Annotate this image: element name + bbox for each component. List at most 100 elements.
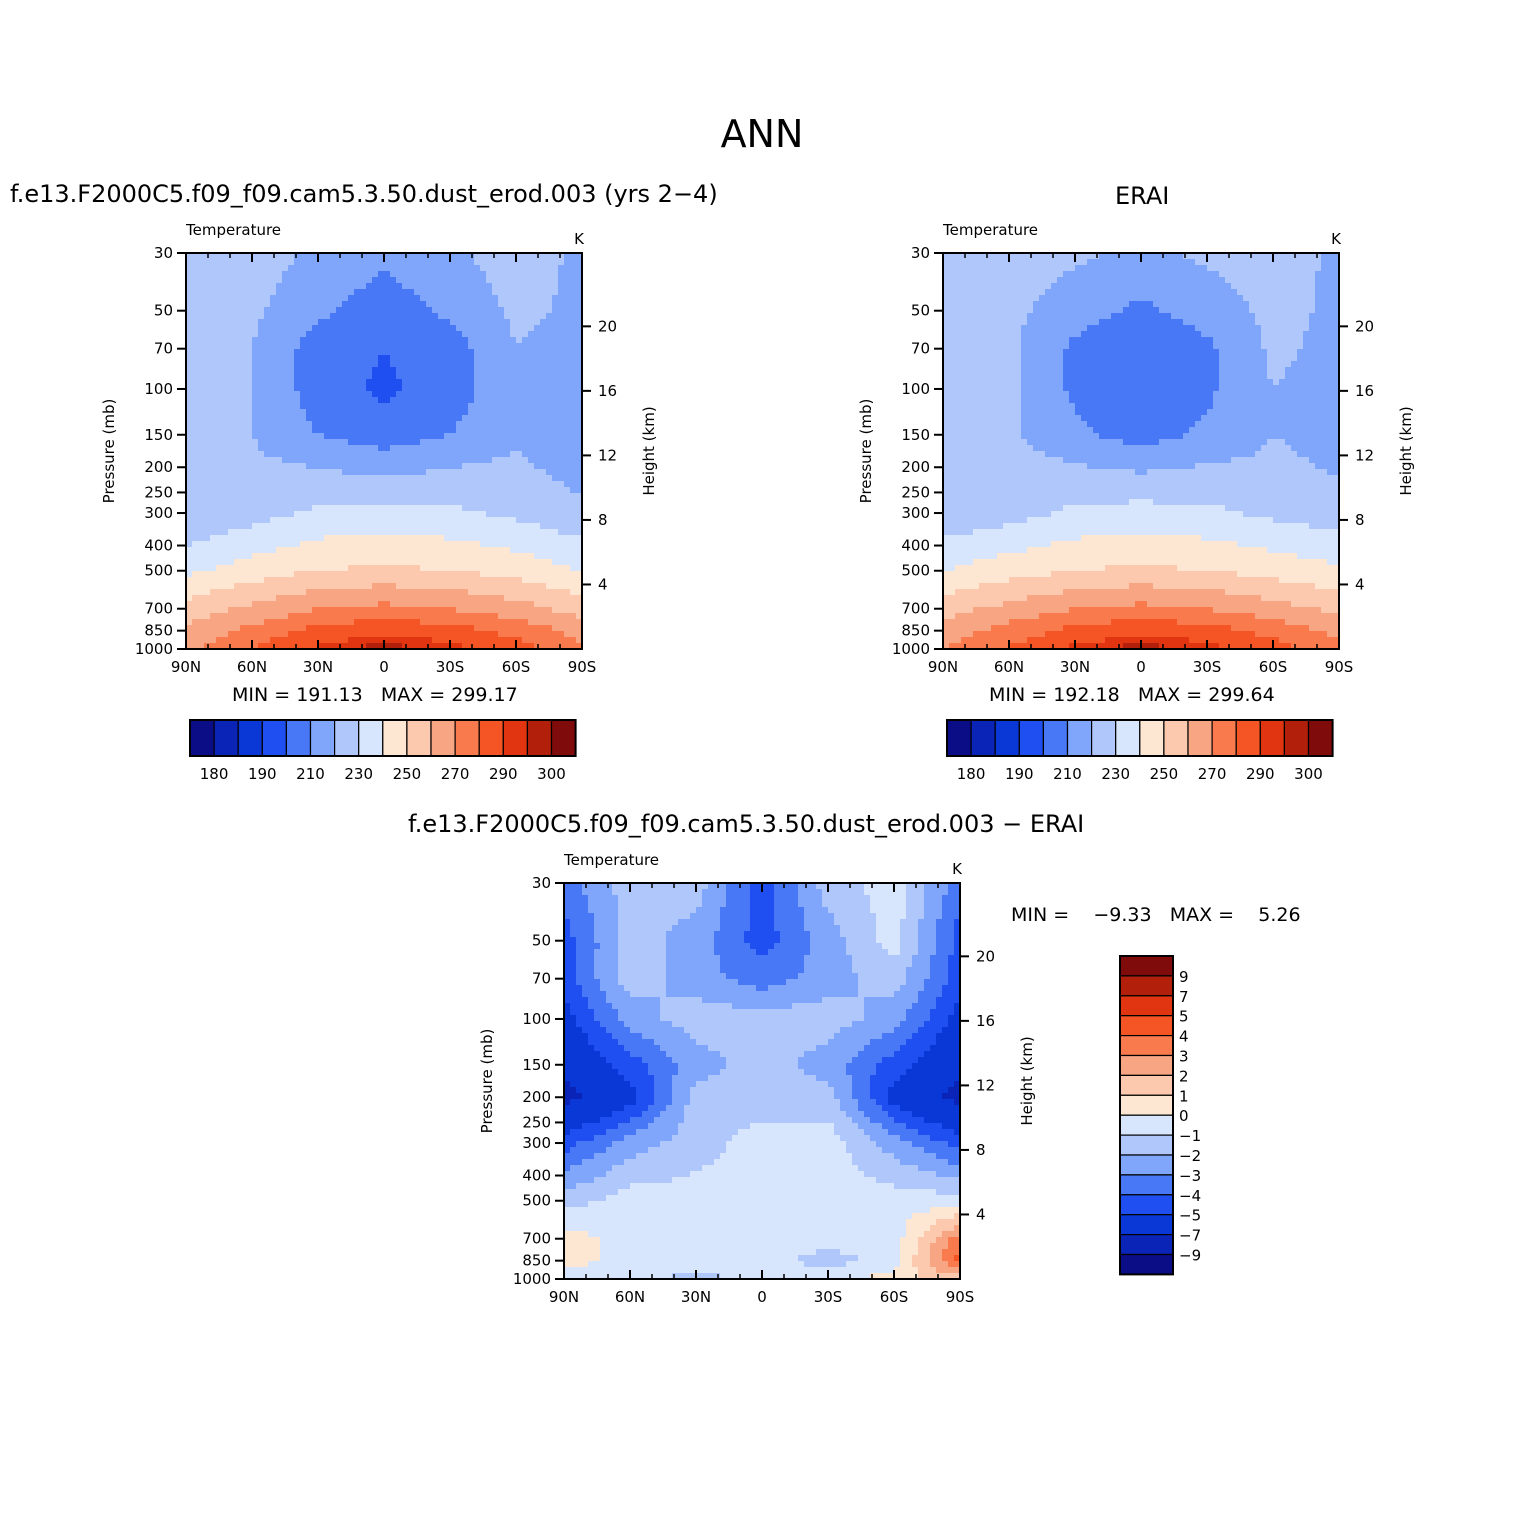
heatmap-cell — [402, 553, 409, 560]
heatmap-cell — [192, 289, 199, 296]
heatmap-cell — [498, 571, 505, 578]
heatmap-cell — [324, 511, 331, 518]
heatmap-cell — [426, 607, 433, 614]
heatmap-cell — [534, 475, 541, 482]
heatmap-cell — [492, 583, 499, 590]
heatmap-cell — [486, 367, 493, 374]
heatmap-cell — [510, 439, 517, 446]
heatmap-cell — [450, 577, 457, 584]
heatmap-cell — [354, 331, 361, 338]
heatmap-cell — [1303, 289, 1310, 296]
heatmap-cell — [216, 319, 223, 326]
heatmap-cell — [961, 265, 968, 272]
heatmap-cell — [510, 337, 517, 344]
heatmap-cell — [522, 577, 529, 584]
y-tick-label: 500 — [144, 562, 173, 580]
heatmap-cell — [192, 355, 199, 362]
heatmap-cell — [450, 571, 457, 578]
heatmap-cell — [468, 361, 475, 368]
heatmap-cell — [438, 343, 445, 350]
heatmap-cell — [991, 253, 998, 260]
heatmap-cell — [366, 607, 373, 614]
heatmap-cell — [498, 373, 505, 380]
heatmap-cell — [186, 415, 193, 422]
heatmap-cell — [312, 499, 319, 506]
heatmap-cell — [1273, 277, 1280, 284]
heatmap-cell — [997, 289, 1004, 296]
heatmap-cell — [276, 493, 283, 500]
heatmap-cell — [348, 595, 355, 602]
heatmap-cell — [408, 295, 415, 302]
heatmap-cell — [450, 475, 457, 482]
heatmap-cell — [234, 643, 241, 650]
heatmap-cell — [222, 463, 229, 470]
heatmap-cell — [240, 415, 247, 422]
heatmap-cell — [186, 553, 193, 560]
heatmap-cell — [216, 637, 223, 644]
heatmap-cell — [324, 265, 331, 272]
heatmap-cell — [294, 337, 301, 344]
heatmap-cell — [294, 313, 301, 320]
heatmap-cell — [426, 541, 433, 548]
heatmap-cell — [336, 421, 343, 428]
heatmap-cell — [324, 475, 331, 482]
heatmap-cell — [973, 253, 980, 260]
heatmap-cell — [558, 451, 565, 458]
heatmap-cell — [564, 271, 571, 278]
heatmap-cell — [312, 385, 319, 392]
heatmap-cell — [228, 373, 235, 380]
heatmap-cell — [534, 373, 541, 380]
heatmap-cell — [1003, 253, 1010, 260]
heatmap-cell — [198, 283, 205, 290]
heatmap-cell — [420, 439, 427, 446]
heatmap-cell — [438, 355, 445, 362]
heatmap-cell — [1261, 283, 1268, 290]
heatmap-cell — [282, 523, 289, 530]
heatmap-cell — [528, 415, 535, 422]
heatmap-cell — [1087, 283, 1094, 290]
heatmap-cell — [450, 469, 457, 476]
heatmap-cell — [576, 577, 583, 584]
heatmap-cell — [318, 613, 325, 620]
heatmap-cell — [294, 331, 301, 338]
heatmap-cell — [570, 379, 577, 386]
heatmap-cell — [492, 451, 499, 458]
heatmap-cell — [264, 397, 271, 404]
heatmap-cell — [528, 547, 535, 554]
heatmap-cell — [408, 301, 415, 308]
heatmap-cell — [384, 511, 391, 518]
heatmap-cell — [240, 403, 247, 410]
heatmap-cell — [486, 439, 493, 446]
heatmap-cell — [510, 397, 517, 404]
heatmap-cell — [438, 313, 445, 320]
heatmap-cell — [354, 433, 361, 440]
heatmap-cell — [384, 487, 391, 494]
heatmap-cell — [414, 553, 421, 560]
heatmap-cell — [198, 307, 205, 314]
heatmap-cell — [402, 319, 409, 326]
heatmap-cell — [1183, 289, 1190, 296]
heatmap-cell — [384, 469, 391, 476]
heatmap-cell — [294, 451, 301, 458]
heatmap-cell — [576, 631, 583, 638]
heatmap-cell — [324, 577, 331, 584]
colorbar-box — [237, 719, 263, 757]
heatmap-cell — [540, 325, 547, 332]
heatmap-cell — [552, 589, 559, 596]
heatmap-cell — [300, 349, 307, 356]
heatmap-cell — [342, 541, 349, 548]
heatmap-cell — [234, 487, 241, 494]
heatmap-cell — [330, 331, 337, 338]
heatmap-cell — [558, 535, 565, 542]
heatmap-cell — [186, 397, 193, 404]
heatmap-cell — [186, 535, 193, 542]
heatmap-cell — [240, 565, 247, 572]
heatmap-cell — [336, 313, 343, 320]
heatmap-cell — [306, 391, 313, 398]
heatmap-cell — [1003, 283, 1010, 290]
heatmap-cell — [240, 259, 247, 266]
heatmap-cell — [318, 343, 325, 350]
heatmap-cell — [486, 259, 493, 266]
heatmap-cell — [288, 253, 295, 260]
heatmap-cell — [222, 601, 229, 608]
